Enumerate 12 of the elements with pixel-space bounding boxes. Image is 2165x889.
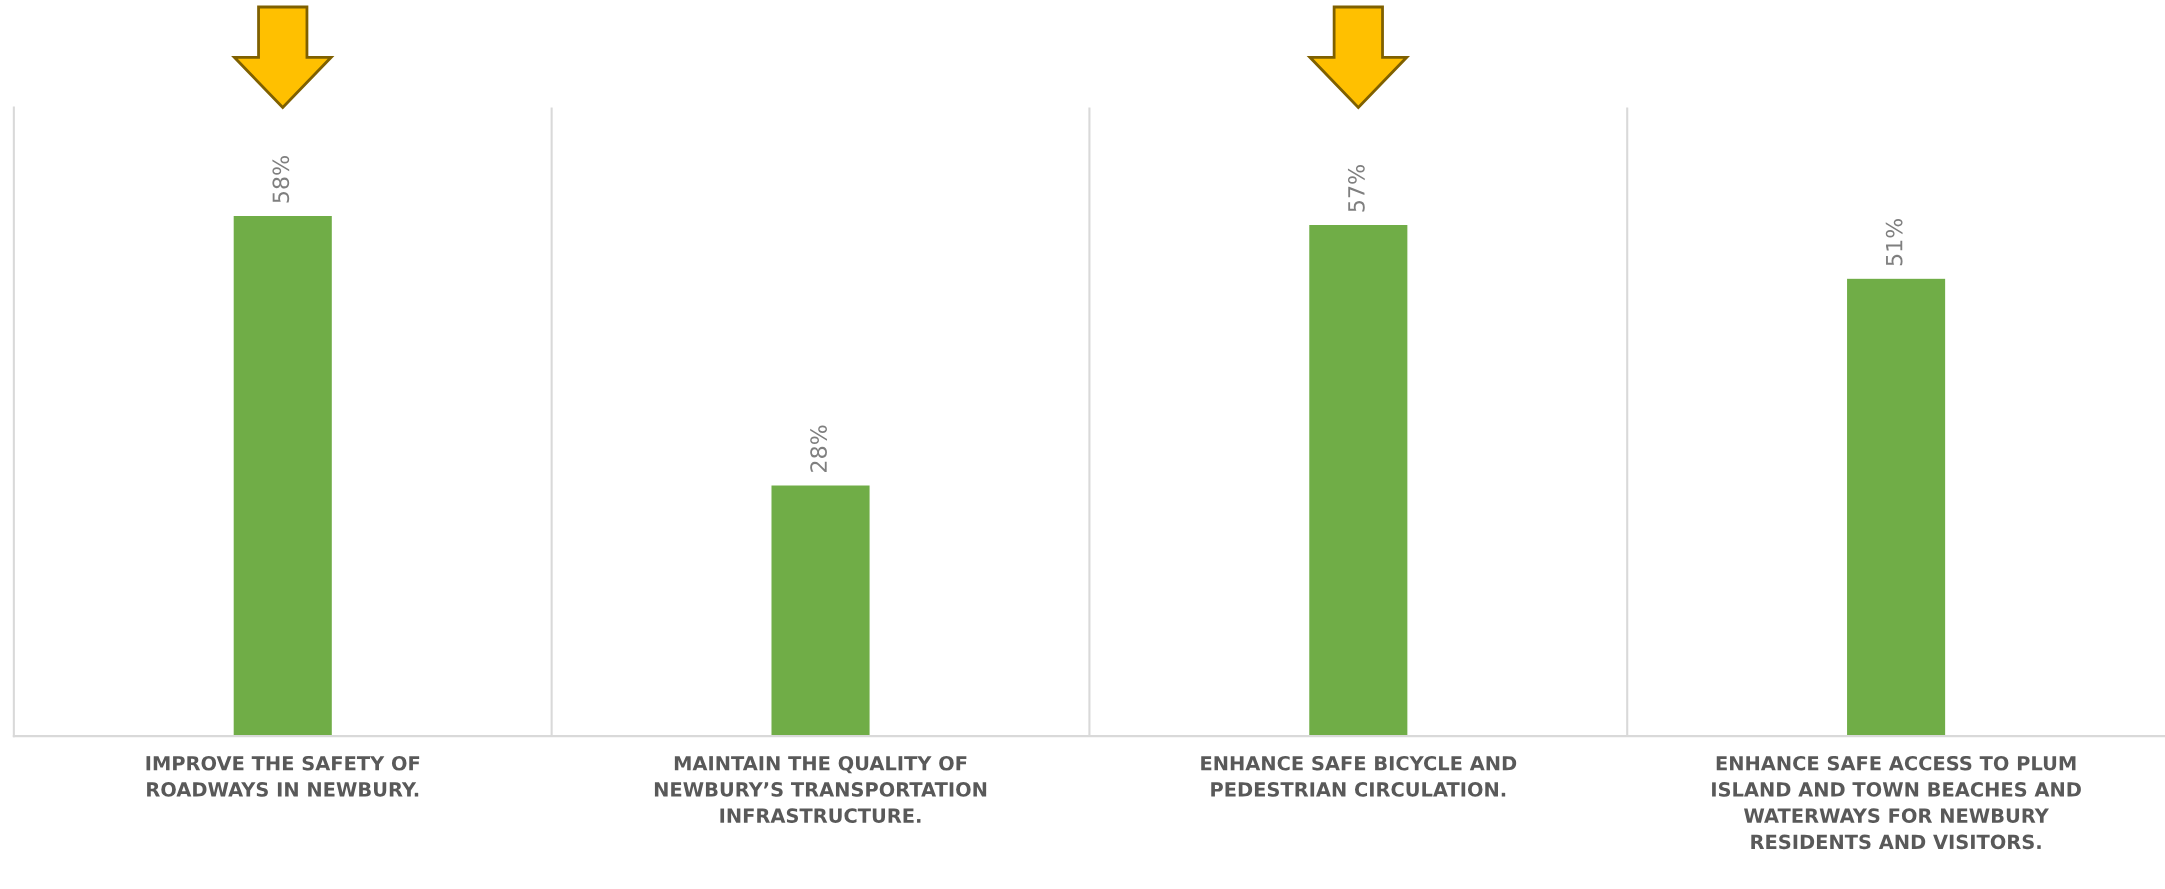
x-tick-label: ENHANCE SAFE BICYCLE AND PEDESTRIAN CIRCULATION. <box>1201 755 1517 797</box>
data-label: 57% <box>1347 165 1365 212</box>
data-label: 58% <box>272 156 290 203</box>
data-label: 51% <box>1885 218 1903 266</box>
bar <box>1307 223 1409 737</box>
data-label: 28% <box>810 425 827 472</box>
x-tick-label: IMPROVE THE SAFETY OF ROADWAYS IN NEWBURY. <box>146 755 420 797</box>
x-tick-label: ENHANCE SAFE ACCESS TO PLUM ISLAND AND TOWN BEACHES AND WATERWAYS FOR NEWBURY RESIDENTS AND VISITORS. <box>1712 755 2081 850</box>
bar <box>770 483 871 737</box>
bar <box>232 214 334 737</box>
bar <box>1845 277 1947 737</box>
x-tick-label: MAINTAIN THE QUALITY OF NEWBURY’S TRANSPORTATION INFRASTRUCTURE. <box>654 755 987 823</box>
